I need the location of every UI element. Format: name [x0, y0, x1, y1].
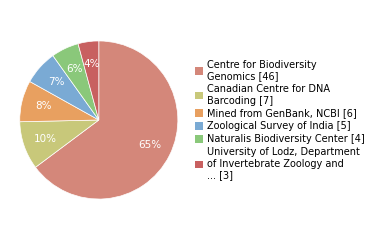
Text: 7%: 7%: [48, 77, 65, 87]
Text: 65%: 65%: [138, 140, 161, 150]
Text: 8%: 8%: [35, 101, 52, 111]
Legend: Centre for Biodiversity
Genomics [46], Canadian Centre for DNA
Barcoding [7], Mi: Centre for Biodiversity Genomics [46], C…: [195, 60, 364, 180]
Text: 10%: 10%: [33, 133, 57, 144]
Wedge shape: [78, 41, 99, 120]
Wedge shape: [30, 56, 99, 120]
Wedge shape: [35, 41, 178, 199]
Wedge shape: [53, 44, 99, 120]
Wedge shape: [20, 120, 99, 167]
Wedge shape: [20, 82, 99, 122]
Text: 6%: 6%: [66, 64, 83, 74]
Text: 4%: 4%: [83, 59, 100, 69]
